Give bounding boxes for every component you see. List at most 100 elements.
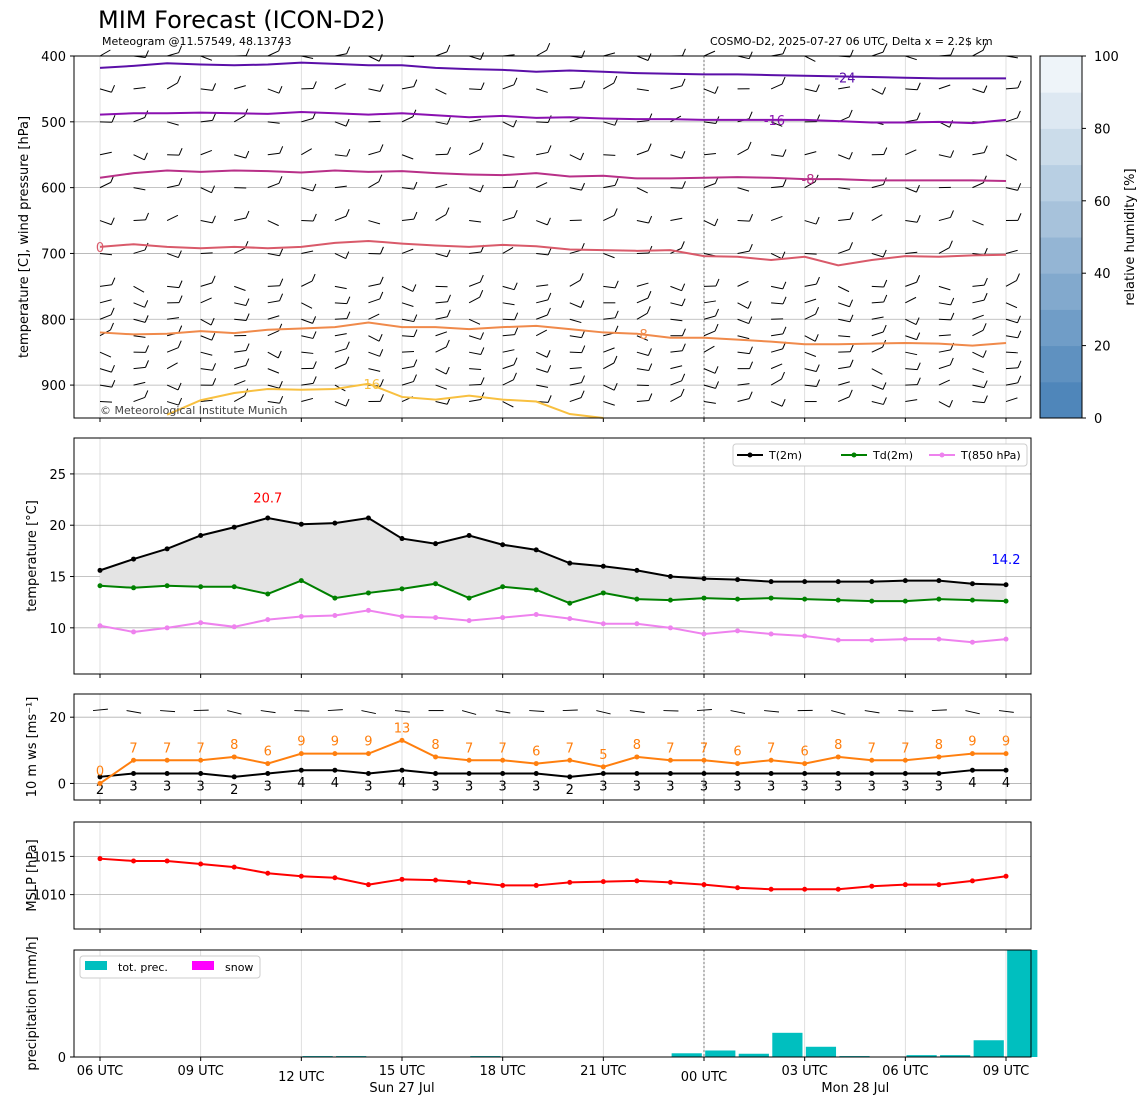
wind-barb (831, 710, 846, 715)
wind-barb (905, 88, 918, 91)
wind-barb (781, 399, 786, 407)
data-label: 9 (331, 735, 339, 750)
data-point (198, 861, 204, 867)
data-point (265, 761, 271, 767)
wind-barb (603, 362, 615, 370)
wind-barb (596, 710, 611, 715)
data-point (466, 618, 472, 624)
wind-barb (445, 339, 450, 348)
wind-barb (950, 47, 955, 56)
data-point (634, 567, 640, 573)
wind-barb (915, 184, 920, 193)
wind-barb (670, 154, 683, 159)
data-point (701, 595, 707, 601)
wind-barb (502, 121, 514, 128)
wind-barb (547, 115, 552, 123)
data-point (667, 597, 673, 603)
wind-barb (468, 187, 481, 193)
wind-barb (111, 115, 116, 123)
wind-barb (905, 251, 918, 254)
wind-barb (529, 710, 545, 713)
wind-barb (938, 379, 950, 386)
wind-barb (512, 119, 517, 128)
wind-barb (581, 345, 586, 353)
data-point (298, 751, 304, 757)
wind-barb (446, 309, 451, 317)
wind-barb (469, 119, 481, 123)
x-tick-label: 03 UTC (781, 1064, 827, 1079)
wind-barb (770, 253, 783, 260)
data-label: 5 (599, 748, 607, 763)
wind-barb (278, 43, 283, 52)
wind-barb (703, 401, 716, 404)
wind-barb (804, 220, 817, 225)
wind-barb (681, 48, 686, 56)
wind-barb (368, 313, 380, 320)
data-point (969, 639, 975, 645)
wind-barb (972, 182, 984, 189)
wind-barb (916, 362, 921, 370)
wind-barb (401, 302, 414, 308)
wind-barb (480, 377, 485, 385)
wind-barb (838, 285, 850, 293)
wind-barb (435, 214, 447, 221)
wind-barb (301, 148, 312, 156)
wind-barb (378, 333, 383, 342)
wind-barb (200, 88, 213, 91)
wind-barb (882, 44, 887, 53)
wind-barb (838, 154, 850, 160)
wind-barb (569, 318, 582, 324)
data-point (902, 598, 908, 604)
wind-barb (1005, 280, 1017, 287)
wind-barb (681, 343, 686, 351)
wind-barb (1005, 318, 1018, 324)
data-label: 3 (465, 780, 473, 795)
wind-barb (569, 87, 582, 90)
wind-barb (178, 280, 183, 288)
wind-barb (99, 49, 111, 57)
colorbar-band (1040, 273, 1082, 310)
wind-barb (245, 48, 250, 56)
wind-barb (469, 368, 482, 370)
series-line (99, 769, 1006, 778)
wind-barb (703, 345, 715, 353)
data-point (298, 873, 304, 879)
wind-barb (233, 115, 245, 123)
wind-barb (502, 401, 514, 408)
data-point (835, 754, 841, 760)
wind-barb (916, 332, 921, 340)
wind-barb (916, 377, 921, 385)
wind-barb (379, 276, 384, 285)
wind-barb (703, 183, 716, 189)
wind-barb (177, 75, 181, 84)
wind-barb (234, 217, 247, 222)
wind-barb (166, 347, 179, 353)
data-point (735, 577, 741, 583)
wind-barb (636, 282, 649, 287)
data-point (936, 578, 942, 584)
wind-barb (838, 381, 850, 386)
wind-barb (212, 363, 217, 371)
wind-barb (871, 316, 884, 320)
data-label: 2 (230, 783, 238, 798)
wind-barb (916, 275, 921, 283)
data-point (399, 876, 405, 882)
wind-barb (547, 145, 552, 153)
wind-barb (301, 187, 314, 192)
wind-barb (200, 282, 213, 287)
wind-barb (211, 275, 216, 284)
legend-swatch (192, 961, 214, 970)
data-point (131, 858, 137, 864)
wind-barb (629, 710, 645, 713)
wind-barb (536, 121, 549, 123)
wind-barb (469, 220, 482, 223)
wind-barb (312, 81, 317, 89)
wind-barb (681, 283, 686, 291)
wind-barb (401, 285, 414, 292)
wind-barb (126, 710, 142, 714)
wind-barb (133, 396, 146, 403)
copyright-label: © Meteorological Institute Munich (100, 404, 287, 417)
data-point (332, 595, 338, 601)
data-point (365, 607, 371, 613)
wind-barb (972, 284, 985, 287)
